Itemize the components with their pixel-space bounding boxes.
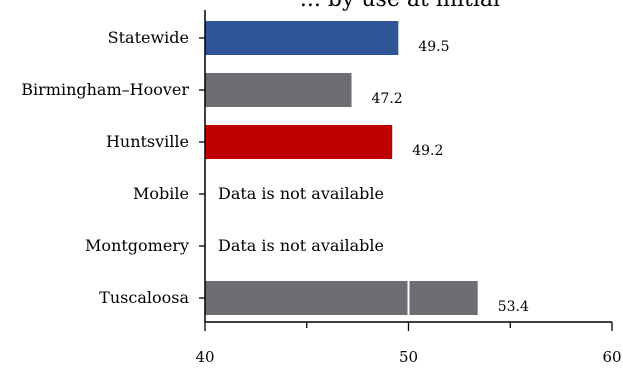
- missing-label-montgomery: Data is not available: [218, 236, 384, 255]
- x-tick-label-50: 50: [399, 348, 418, 366]
- category-label-tuscaloosa: Tuscaloosa: [99, 288, 189, 307]
- bar-statewide: [205, 21, 399, 55]
- bar-huntsville: [205, 125, 393, 159]
- category-label-huntsville: Huntsville: [106, 132, 189, 151]
- chart-title: ... by use at initial: [300, 0, 500, 12]
- missing-label-mobile: Data is not available: [218, 184, 384, 203]
- bar-tuscaloosa: [205, 281, 478, 315]
- category-label-mobile: Mobile: [133, 184, 189, 203]
- x-tick-label-40: 40: [195, 348, 214, 366]
- x-axis: 40 50 60: [195, 10, 622, 366]
- bars-layer: Statewide 49.5 Birmingham–Hoover 47.2 Huntsv…: [21, 21, 529, 315]
- value-label-tuscaloosa: 53.4: [498, 299, 529, 315]
- value-label-huntsville: 49.2: [412, 143, 443, 159]
- category-label-birmingham-hoover: Birmingham–Hoover: [21, 80, 189, 99]
- value-label-statewide: 49.5: [418, 39, 449, 55]
- x-tick-label-60: 60: [602, 348, 621, 366]
- value-label-birmingham-hoover: 47.2: [372, 91, 403, 107]
- category-label-statewide: Statewide: [108, 28, 189, 47]
- bar-birmingham-hoover: [205, 73, 352, 107]
- category-label-montgomery: Montgomery: [85, 236, 189, 255]
